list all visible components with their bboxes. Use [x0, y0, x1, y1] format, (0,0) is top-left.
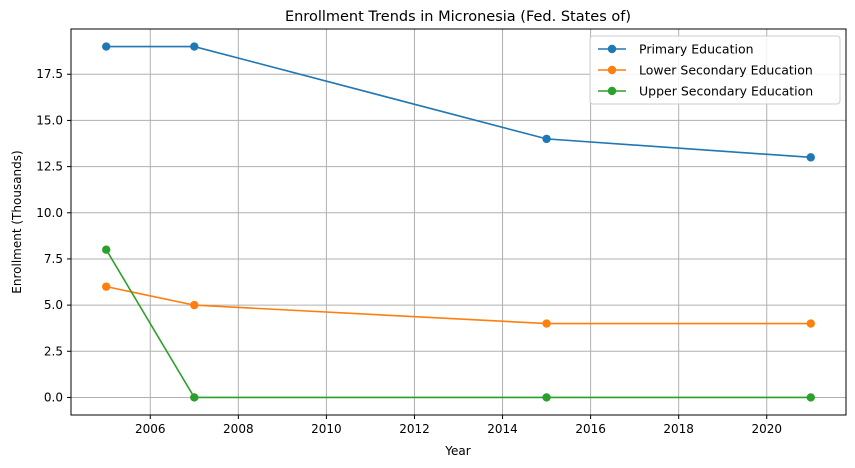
- y-tick-label: 12.5: [36, 160, 63, 174]
- legend-frame: [589, 35, 841, 105]
- y-tick-label: 0.0: [44, 390, 63, 404]
- data-point: [102, 282, 111, 291]
- x-tick-label: 2006: [135, 422, 166, 436]
- series-line-1: [106, 285, 811, 325]
- y-axis: 0.0 2.5 5.0 7.5 10.0 12.5 15.0 17.5: [36, 67, 71, 404]
- x-axis: 2006 2008 2010 2012 2014 2016 2018 2020: [135, 415, 782, 436]
- legend-marker: [607, 44, 617, 54]
- data-point: [806, 393, 815, 402]
- x-tick-label: 2012: [399, 422, 430, 436]
- legend-label: Primary Education: [639, 42, 754, 57]
- x-tick-label: 2014: [487, 422, 518, 436]
- x-tick-label: 2020: [751, 422, 782, 436]
- data-point: [542, 134, 551, 144]
- data-point: [190, 393, 199, 402]
- x-tick-label: 2008: [223, 422, 254, 436]
- legend-marker: [607, 65, 617, 75]
- legend-marker: [607, 86, 617, 96]
- data-point: [542, 393, 551, 402]
- x-tick-label: 2016: [575, 422, 606, 436]
- series-line-2: [105, 249, 811, 399]
- series-group: [102, 42, 815, 402]
- x-axis-title: Year: [444, 444, 470, 458]
- y-axis-title: Enrollment (Thousands): [10, 150, 24, 293]
- data-point: [190, 300, 199, 310]
- plot-frame: [70, 28, 847, 416]
- y-tick-label: 7.5: [44, 252, 63, 266]
- x-tick-label: 2010: [311, 422, 342, 436]
- data-point: [102, 42, 111, 51]
- data-point: [190, 42, 199, 51]
- data-point: [542, 319, 551, 328]
- y-tick-label: 5.0: [44, 298, 63, 312]
- chart-title: Enrollment Trends in Micronesia (Fed. St…: [285, 9, 631, 25]
- data-point: [806, 319, 815, 328]
- legend-label: Upper Secondary Education: [639, 84, 813, 99]
- legend: Primary Education Lower Secondary Educati…: [589, 35, 841, 105]
- legend-label: Lower Secondary Education: [639, 63, 813, 78]
- data-point: [102, 245, 111, 254]
- series-line-0: [106, 45, 811, 159]
- y-tick-label: 2.5: [44, 344, 63, 358]
- y-tick-label: 17.5: [36, 67, 63, 81]
- y-tick-label: 15.0: [36, 113, 63, 127]
- data-point: [806, 153, 815, 162]
- x-tick-label: 2018: [663, 422, 694, 436]
- y-tick-label: 10.0: [36, 206, 63, 220]
